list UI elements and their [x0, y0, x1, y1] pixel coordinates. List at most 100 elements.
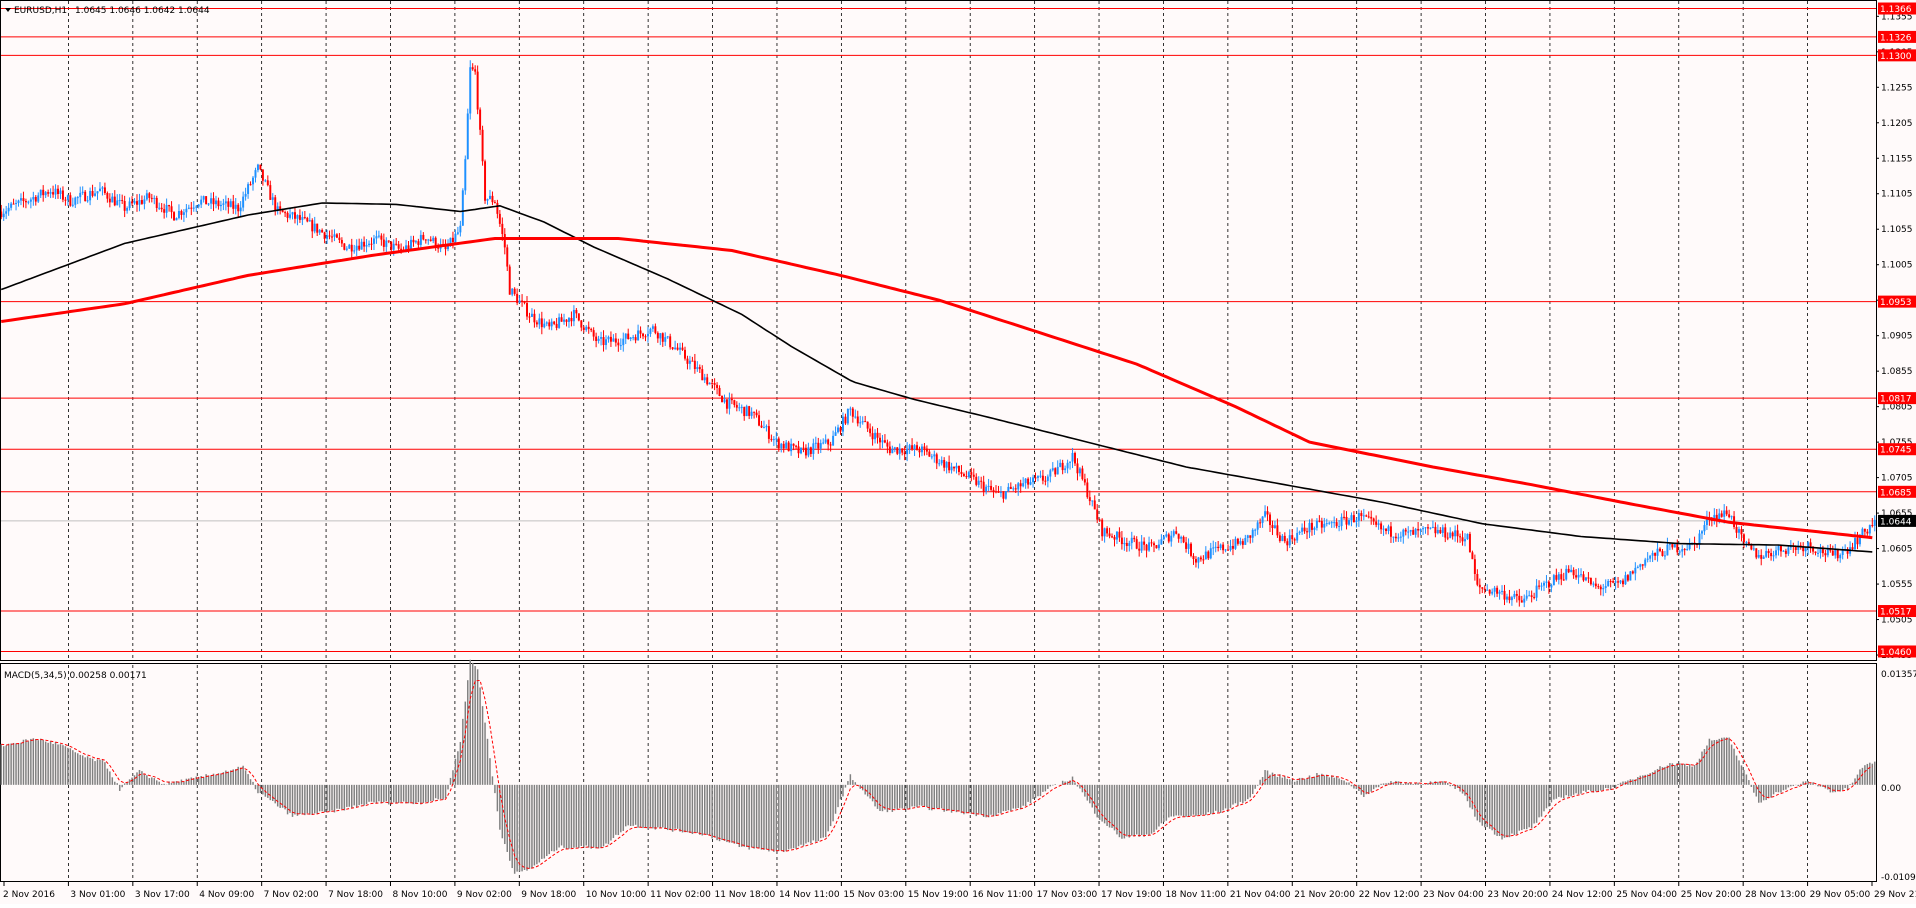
candle-body: [1039, 475, 1042, 477]
candle-body: [972, 474, 975, 477]
candle-body: [1496, 587, 1499, 594]
candle-body: [1372, 518, 1375, 522]
candle-body: [1836, 548, 1839, 559]
price-tick-label: 1.0605: [1881, 545, 1913, 555]
candle-body: [1720, 513, 1723, 517]
candle-body: [572, 309, 575, 322]
candle-body: [165, 204, 168, 213]
candle-body: [503, 234, 506, 248]
dropdown-triangle-icon[interactable]: [5, 8, 11, 12]
price-tick-label: 1.1105: [1881, 190, 1913, 200]
candle-body: [827, 439, 830, 445]
candle-body: [829, 444, 832, 446]
macd-label: MACD(5,34,5) 0.00258 0.00171: [4, 671, 147, 681]
candle-body: [182, 212, 185, 215]
candle-body: [323, 232, 326, 239]
candle-body: [669, 336, 672, 348]
candle-body: [1747, 541, 1750, 546]
candle-body: [637, 330, 640, 341]
candle-body: [1167, 534, 1170, 542]
price-tick-label: 1.0655: [1881, 509, 1913, 519]
candle-body: [957, 465, 960, 472]
candle-body: [745, 406, 748, 417]
candle-body: [466, 113, 469, 160]
time-tick-label: 18 Nov 11:00: [1165, 890, 1226, 900]
candle-body: [607, 336, 610, 340]
candle-body: [71, 204, 74, 206]
candle-body: [918, 450, 921, 453]
candle-body: [844, 416, 847, 424]
candle-body: [1854, 538, 1857, 550]
candle-body: [622, 338, 625, 346]
time-tick-label: 15 Nov 19:00: [908, 890, 969, 900]
level-tag: [1878, 443, 1916, 456]
candle-body: [800, 447, 802, 454]
candle-body: [856, 416, 859, 424]
candle-body: [1750, 545, 1753, 550]
candle-body: [1439, 529, 1442, 533]
candle-body: [1222, 544, 1225, 551]
candle-body: [449, 237, 452, 247]
candle-body: [1863, 528, 1866, 532]
chart-header[interactable]: EURUSD,H1 1.0645 1.0646 1.0642 1.0644: [5, 6, 210, 16]
candle-body: [1281, 535, 1284, 541]
candle-body: [1360, 513, 1363, 516]
candle-body: [1375, 521, 1378, 525]
candle-body: [1076, 463, 1079, 474]
candle-body: [1639, 564, 1642, 567]
candle-body: [1651, 552, 1654, 556]
candle-body: [459, 225, 462, 233]
candle-body: [1636, 566, 1639, 568]
candle-body: [1394, 536, 1397, 539]
candle-body: [1824, 553, 1827, 556]
candle-body: [1320, 521, 1323, 528]
candle-body: [185, 208, 188, 213]
candle-body: [1567, 568, 1570, 573]
candle-body: [94, 193, 97, 196]
candle-body: [864, 421, 867, 423]
candle-body: [136, 201, 138, 205]
candle-body: [940, 459, 943, 464]
candle-body: [1036, 476, 1039, 478]
candle-body: [735, 404, 738, 408]
candle-body: [777, 438, 780, 449]
candle-body: [990, 485, 993, 490]
candle-body: [869, 428, 872, 434]
candle-body: [992, 489, 995, 492]
candle-body: [1422, 528, 1425, 530]
time-tick-label: 3 Nov 17:00: [135, 890, 190, 900]
level-tag-label: 1.0685: [1880, 488, 1912, 498]
candle-body: [506, 247, 509, 267]
candle-body: [42, 189, 45, 196]
candle-body: [123, 201, 126, 211]
candle-body: [903, 452, 906, 455]
candle-body: [382, 239, 385, 247]
candle-body: [1545, 581, 1548, 583]
candle-body: [1735, 527, 1738, 533]
candle-body: [987, 485, 990, 487]
candle-body: [832, 435, 835, 446]
candle-body: [1027, 478, 1030, 485]
candle-body: [1214, 546, 1217, 548]
candle-body: [293, 212, 296, 219]
candle-body: [405, 245, 408, 251]
candle-body: [303, 217, 306, 219]
candle-body: [508, 266, 511, 295]
candle-body: [205, 196, 208, 205]
candle-body: [854, 416, 857, 418]
candle-body: [321, 230, 324, 233]
candle-body: [725, 399, 728, 409]
candle-body: [1441, 527, 1444, 533]
candle-body: [977, 480, 980, 485]
candle-body: [291, 212, 294, 215]
candle-body: [555, 323, 558, 328]
candle-body: [1056, 466, 1059, 475]
candle-body: [1323, 523, 1326, 528]
candle-body: [646, 333, 649, 337]
candle-body: [1002, 492, 1005, 499]
candle-body: [15, 203, 18, 205]
candle-body: [372, 238, 375, 244]
candle-body: [1831, 550, 1834, 556]
candle-body: [760, 425, 763, 428]
candle-body: [1461, 537, 1464, 542]
